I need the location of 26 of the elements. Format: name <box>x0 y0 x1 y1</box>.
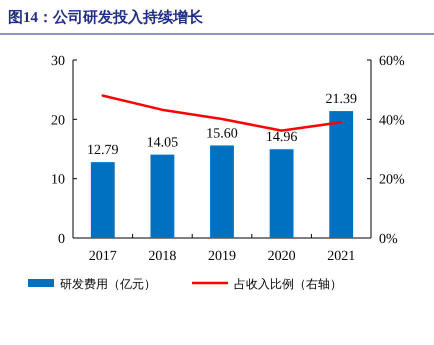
y2-tick-label: 20% <box>379 172 405 188</box>
bar <box>270 149 294 238</box>
x-tick-label: 2017 <box>88 249 117 264</box>
bar <box>90 162 115 238</box>
y2-tick-label: 60% <box>379 54 405 69</box>
bar <box>150 154 174 238</box>
y-tick-label: 10 <box>51 172 65 188</box>
x-tick-label: 2021 <box>327 249 356 264</box>
y-tick-label: 30 <box>51 54 65 69</box>
x-tick-label: 2018 <box>148 249 176 264</box>
y-tick-label: 0 <box>58 232 65 247</box>
data-label: 15.60 <box>206 126 238 142</box>
bar <box>329 111 354 238</box>
data-label: 14.05 <box>146 136 178 151</box>
chart-title: 图14：公司研发投入持续增长 <box>8 9 204 26</box>
bar <box>210 145 234 238</box>
data-label: 21.39 <box>325 92 357 108</box>
x-tick-label: 2020 <box>268 249 296 264</box>
legend-label: 研发费用（亿元） <box>60 277 156 291</box>
y2-tick-label: 40% <box>379 113 405 128</box>
y2-tick-label: 0% <box>379 232 398 247</box>
data-label: 12.79 <box>87 143 119 158</box>
y-tick-label: 20 <box>51 113 65 128</box>
legend-label: 占收入比例（右轴） <box>234 277 342 291</box>
data-label: 14.96 <box>266 130 298 146</box>
x-tick-label: 2019 <box>208 249 236 264</box>
